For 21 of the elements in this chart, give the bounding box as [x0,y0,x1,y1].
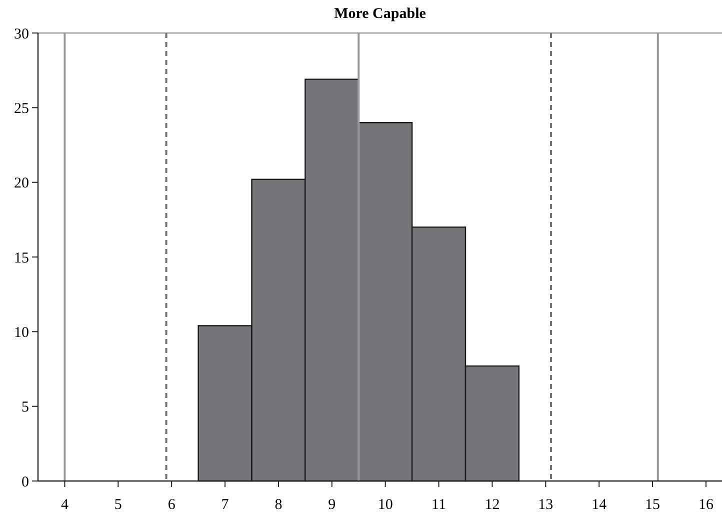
x-tick-label: 6 [168,497,176,513]
x-tick-label: 13 [538,497,554,513]
y-tick-label: 5 [22,400,29,416]
y-tick-label: 0 [22,474,29,490]
y-tick-label: 20 [14,176,29,192]
x-tick-label: 16 [698,497,714,513]
y-tick-label: 10 [14,324,29,341]
y-tick-label: 15 [14,250,29,266]
x-tick-label: 9 [328,497,336,513]
x-tick-label: 10 [378,497,393,513]
x-tick-label: 5 [114,497,122,513]
chart-title: More Capable [334,6,426,22]
x-tick-label: 7 [221,497,230,513]
x-tick-label: 11 [432,497,446,513]
x-tick-label: 15 [645,497,660,513]
x-tick-label: 8 [274,497,282,513]
x-tick-label: 12 [484,497,500,513]
x-tick-label: 14 [592,497,608,513]
y-tick-label: 25 [14,100,29,117]
y-tick-label: 30 [14,26,29,42]
x-tick-label: 4 [60,497,69,513]
